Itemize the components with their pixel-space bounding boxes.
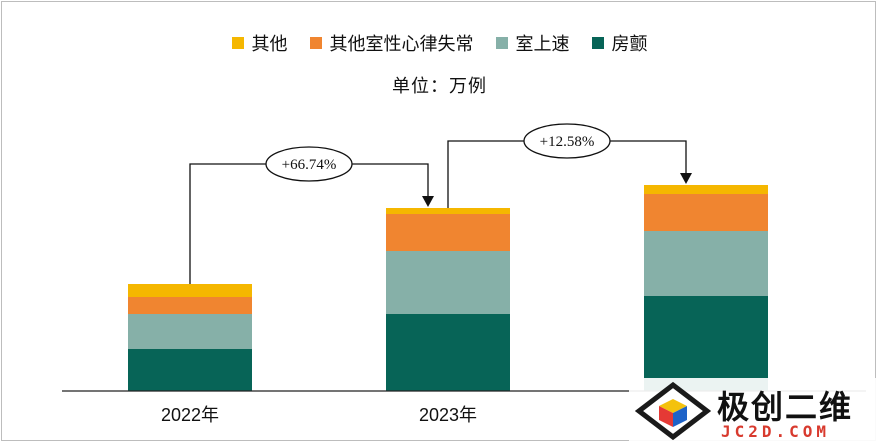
bar-segment: [644, 194, 768, 231]
watermark-subtitle: JC2D.COM: [721, 422, 831, 441]
bar-segment: [386, 314, 510, 391]
x-tick-labels: 2022年 2023年: [161, 405, 477, 425]
bar-segment: [386, 208, 510, 214]
growth-bubble: [265, 146, 353, 182]
growth-label: +66.74%: [282, 157, 337, 173]
growth-label: +12.58%: [540, 134, 595, 150]
watermark-logo-icon: [635, 381, 711, 441]
bar-segment: [386, 251, 510, 314]
watermark-title: 极创二维: [717, 388, 854, 426]
bar-segment: [128, 297, 252, 314]
legend-item: 其他室性心律失常: [309, 30, 474, 56]
growth-annotations: +66.74% +12.58%: [189, 123, 692, 284]
bar-segment: [644, 185, 768, 194]
legend-swatch: [591, 37, 604, 49]
bar-segment: [128, 284, 252, 297]
bars-layer: [128, 185, 768, 391]
growth-arrow-icon: [680, 173, 692, 184]
bar-segment: [644, 296, 768, 391]
legend-label: 其他: [251, 34, 288, 55]
legend-label: 其他室性心律失常: [329, 34, 474, 55]
growth-bubble: [523, 123, 611, 159]
unit-label: 单位：万例: [392, 76, 487, 97]
x-tick-label: 2022年: [161, 405, 219, 425]
legend-swatch: [309, 37, 322, 49]
bar-segment: [644, 231, 768, 296]
legend-swatch: [231, 37, 244, 49]
bar-segment: [128, 314, 252, 349]
growth-arrow-icon: [422, 196, 434, 207]
legend-label: 室上速: [515, 34, 570, 55]
x-tick-label: 2023年: [419, 405, 477, 425]
watermark: 极创二维 JC2D.COM: [629, 378, 879, 444]
legend-swatch: [495, 37, 508, 49]
bar-segment: [128, 349, 252, 391]
legend-label: 房颤: [611, 34, 648, 55]
legend-item: 其他: [231, 30, 288, 56]
legend-item: 房颤: [591, 30, 648, 56]
bar-segment: [386, 214, 510, 251]
legend: 其他 其他室性心律失常 室上速 房颤: [0, 30, 879, 56]
legend-item: 室上速: [495, 30, 570, 56]
